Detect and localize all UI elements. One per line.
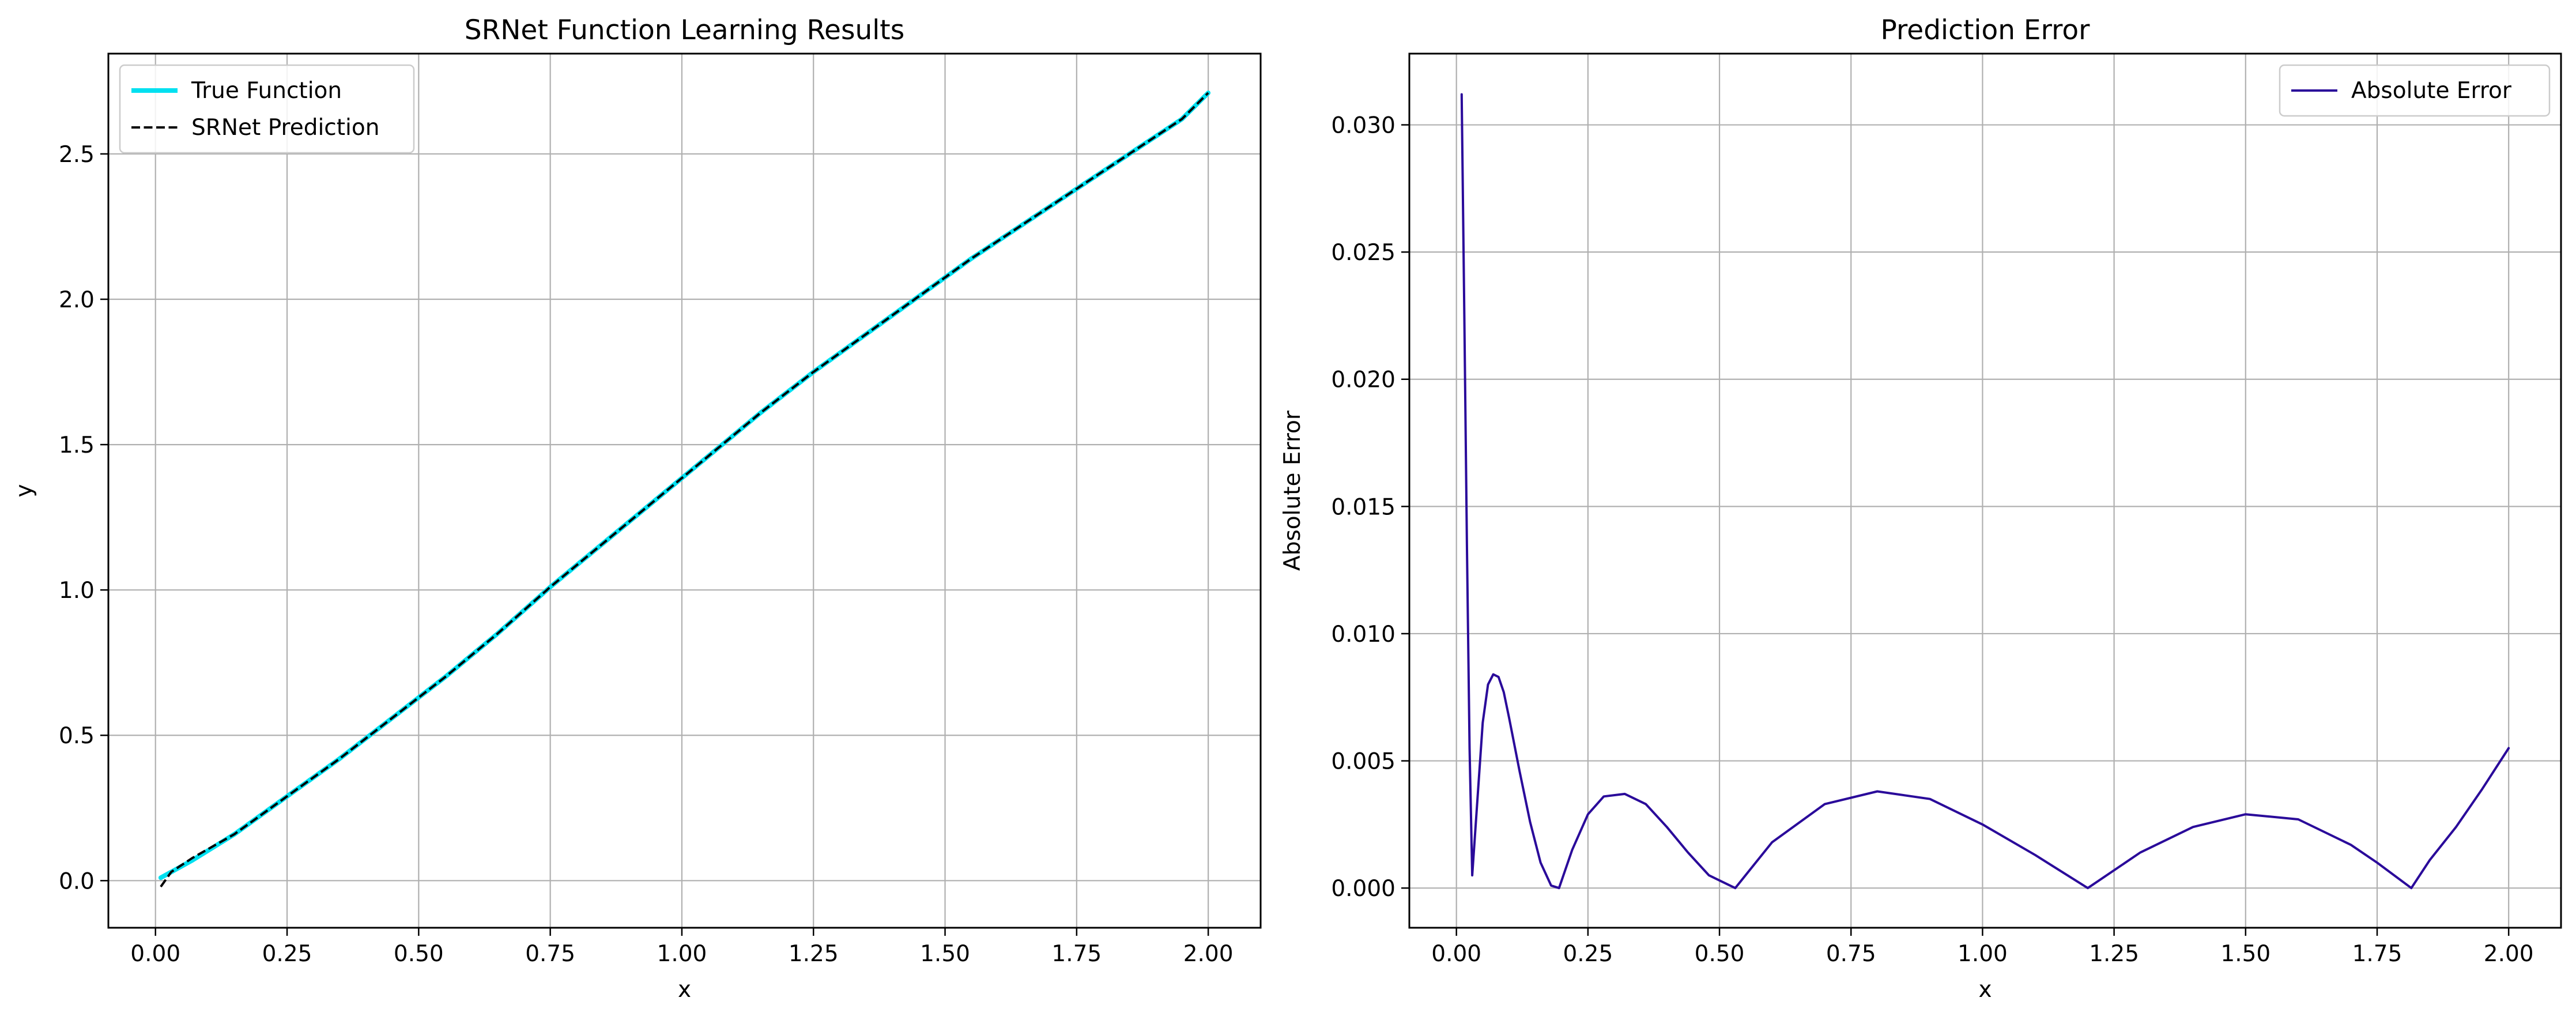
chart-1-x-tick-label-1: 0.25 bbox=[1563, 941, 1613, 967]
chart-0-y-tick-label-1: 0.5 bbox=[59, 723, 95, 749]
chart-1-y-tick-label-2: 0.010 bbox=[1331, 622, 1396, 648]
chart-1-x-tick-label-3: 0.75 bbox=[1826, 941, 1876, 967]
chart-0-x-tick-label-2: 0.50 bbox=[394, 941, 444, 967]
chart-0-x-axis-label: x bbox=[678, 977, 691, 1003]
chart-0-y-tick-label-3: 1.5 bbox=[59, 432, 95, 458]
chart-1-y-tick-label-0: 0.000 bbox=[1331, 876, 1396, 902]
chart-1-y-tick-label-3: 0.015 bbox=[1331, 494, 1396, 520]
chart-0-x-tick-label-5: 1.25 bbox=[789, 941, 839, 967]
right-chart-panel: 0.00 0.25 0.50 0.75 1.00 1.25 1.50 1.75 2.00 0.00… bbox=[1280, 14, 2562, 1003]
chart-0-x-tick-label-4: 1.00 bbox=[657, 941, 707, 967]
chart-1-legend-label-0: Absolute Error bbox=[2351, 78, 2512, 104]
chart-0-y-tick-label-0: 0.0 bbox=[59, 868, 95, 894]
chart-0-legend-label-1: SRNet Prediction bbox=[191, 115, 379, 141]
chart-1-legend: Absolute Error bbox=[2279, 64, 2551, 117]
chart-0-x-tick-label-6: 1.50 bbox=[920, 941, 970, 967]
chart-0-legend-label-0: True Function bbox=[191, 78, 342, 104]
chart-1-x-tick-label-7: 1.75 bbox=[2352, 941, 2402, 967]
chart-1-title: Prediction Error bbox=[1881, 14, 2091, 46]
chart-1-x-tick-label-2: 0.50 bbox=[1695, 941, 1745, 967]
chart-1-y-tick-label-1: 0.005 bbox=[1331, 749, 1396, 775]
chart-0-legend-box bbox=[119, 64, 415, 154]
chart-0-x-tick-label-0: 0.00 bbox=[130, 941, 180, 967]
chart-1-legend-box bbox=[2279, 64, 2551, 117]
chart-0-y-axis-label: y bbox=[12, 484, 37, 497]
chart-0-axes-frame bbox=[107, 52, 1262, 929]
chart-0-y-tick-label-2: 1.0 bbox=[59, 578, 95, 604]
chart-0-x-tick-label-7: 1.75 bbox=[1051, 941, 1102, 967]
chart-0-x-tick-label-1: 0.25 bbox=[262, 941, 312, 967]
chart-0-y-tick-label-4: 2.0 bbox=[59, 287, 95, 313]
chart-0-y-tick-label-5: 2.5 bbox=[59, 142, 95, 168]
left-chart-panel: 0.00 0.25 0.50 0.75 1.00 1.25 1.50 1.75 2.00 0.0 0… bbox=[12, 14, 1262, 1003]
chart-1-y-tick-label-5: 0.025 bbox=[1331, 240, 1396, 266]
chart-1-x-tick-label-0: 0.00 bbox=[1431, 941, 1481, 967]
chart-1-x-tick-label-5: 1.25 bbox=[2089, 941, 2139, 967]
chart-0-series-1-line bbox=[160, 92, 1209, 888]
chart-1-axes-frame bbox=[1408, 52, 2562, 929]
chart-1-x-axis-label: x bbox=[1978, 977, 1992, 1003]
chart-1-series-0-line bbox=[1460, 93, 2510, 890]
chart-0-x-tick-label-3: 0.75 bbox=[525, 941, 575, 967]
chart-1-y-tick-label-4: 0.020 bbox=[1331, 367, 1396, 393]
chart-1-x-tick-label-6: 1.50 bbox=[2220, 941, 2270, 967]
chart-1-x-tick-label-4: 1.00 bbox=[1958, 941, 2008, 967]
chart-0-legend: True Function SRNet Prediction bbox=[119, 64, 415, 154]
chart-0-x-tick-label-8: 2.00 bbox=[1183, 941, 1234, 967]
chart-0-title: SRNet Function Learning Results bbox=[465, 14, 904, 46]
chart-1-y-axis-label: Absolute Error bbox=[1280, 410, 1306, 571]
chart-1-x-tick-label-8: 2.00 bbox=[2484, 941, 2534, 967]
chart-1-y-tick-label-6: 0.030 bbox=[1331, 113, 1396, 139]
